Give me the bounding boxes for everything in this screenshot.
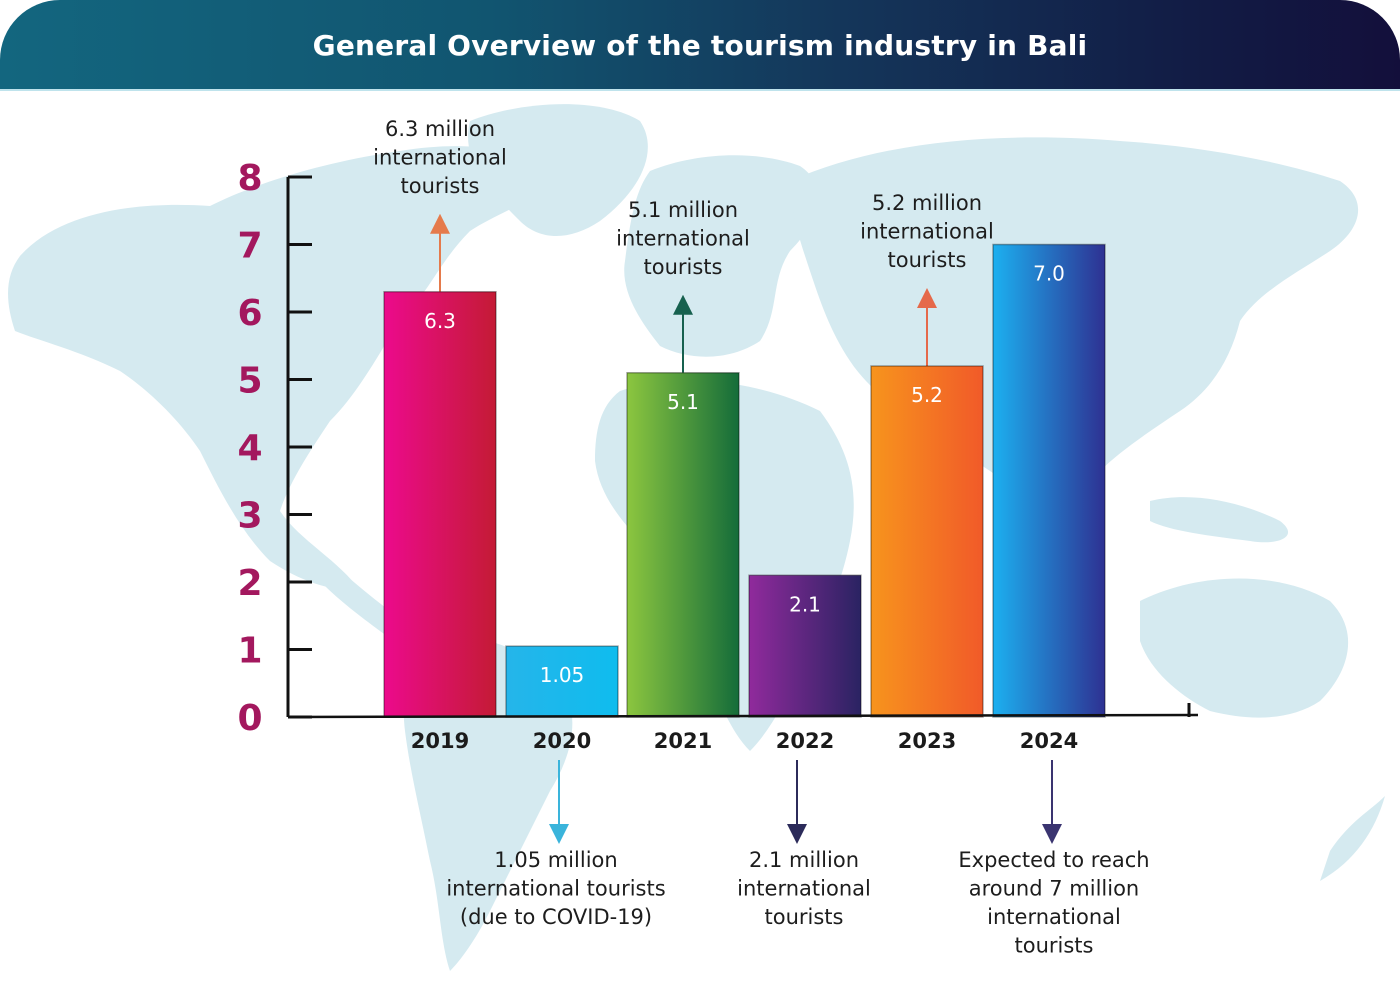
annotation-text-2020: 1.05 million	[494, 848, 617, 872]
x-tick-label: 2021	[654, 729, 712, 753]
annotation-text-2024: international	[987, 905, 1121, 929]
bar-value-label: 7.0	[1033, 262, 1065, 286]
y-tick-label: 4	[237, 428, 262, 469]
annotation-text-2021: tourists	[644, 255, 723, 279]
y-tick-label: 1	[237, 631, 262, 672]
map-europe	[624, 155, 819, 357]
header-banner	[0, 0, 1400, 90]
y-tick-label: 8	[237, 158, 262, 199]
bar-value-label: 1.05	[540, 663, 585, 687]
bars-layer: 6.3 1.05 5.1 2.1 5.2 7.0	[383, 243, 1106, 718]
annotation-text-2019: 6.3 million	[385, 117, 495, 141]
annotation-text-2020: international tourists	[446, 877, 665, 901]
annotation-text-2021: international	[616, 226, 750, 250]
bar-value-label: 6.3	[424, 309, 456, 333]
annotation-text-2023: 5.2 million	[872, 191, 982, 215]
y-tick-label: 6	[237, 293, 262, 334]
annotation-text-2020: (due to COVID-19)	[460, 905, 652, 929]
y-tick-label: 2	[237, 563, 262, 604]
map-indonesia	[1150, 497, 1289, 543]
annotations-layer: 6.3 million international tourists 1.05 mil…	[373, 117, 1149, 958]
map-north-america	[8, 146, 560, 591]
annotation-text-2019: international	[373, 145, 507, 169]
header-divider	[0, 89, 1400, 91]
bar-2021	[626, 372, 740, 718]
annotation-text-2023: tourists	[888, 248, 967, 272]
annotation-text-2019: tourists	[401, 174, 480, 198]
annotation-text-2021: 5.1 million	[628, 198, 738, 222]
page-title: General Overview of the tourism industry…	[312, 29, 1088, 62]
map-greenland	[468, 104, 648, 236]
bar-2024	[992, 243, 1106, 718]
bar-2022	[748, 574, 862, 718]
y-tick-label: 7	[237, 226, 262, 267]
y-tick-label: 3	[237, 496, 262, 537]
x-tick-label: 2019	[411, 729, 469, 753]
bar-2020	[505, 645, 619, 718]
annotation-text-2022: international	[737, 877, 871, 901]
x-axis-line	[287, 713, 1199, 719]
map-south-america	[403, 635, 573, 971]
x-tick-label: 2023	[898, 729, 956, 753]
annotation-text-2024: Expected to reach	[958, 848, 1149, 872]
y-tick-label: 5	[237, 361, 262, 402]
map-australia	[1140, 578, 1349, 718]
x-tick-label: 2024	[1020, 729, 1078, 753]
bar-value-label: 5.2	[911, 383, 943, 407]
bar-value-label: 2.1	[789, 592, 821, 616]
x-tick-label: 2020	[533, 729, 591, 753]
map-new-zealand	[1320, 796, 1385, 881]
y-tick-label: 0	[237, 698, 262, 739]
bar-2019	[383, 291, 497, 718]
annotation-text-2022: 2.1 million	[749, 848, 859, 872]
annotation-text-2024: tourists	[1015, 934, 1094, 958]
axes-layer: 0 1 2 3 4 5 6 7 8 2019 2020 2021 2022 2023 2024	[237, 158, 1199, 753]
bar-2023	[870, 365, 984, 718]
bar-value-label: 5.1	[667, 390, 699, 414]
annotation-text-2022: tourists	[765, 905, 844, 929]
annotation-text-2024: around 7 million	[969, 877, 1140, 901]
x-tick-label: 2022	[776, 729, 834, 753]
annotation-text-2023: international	[860, 220, 994, 244]
